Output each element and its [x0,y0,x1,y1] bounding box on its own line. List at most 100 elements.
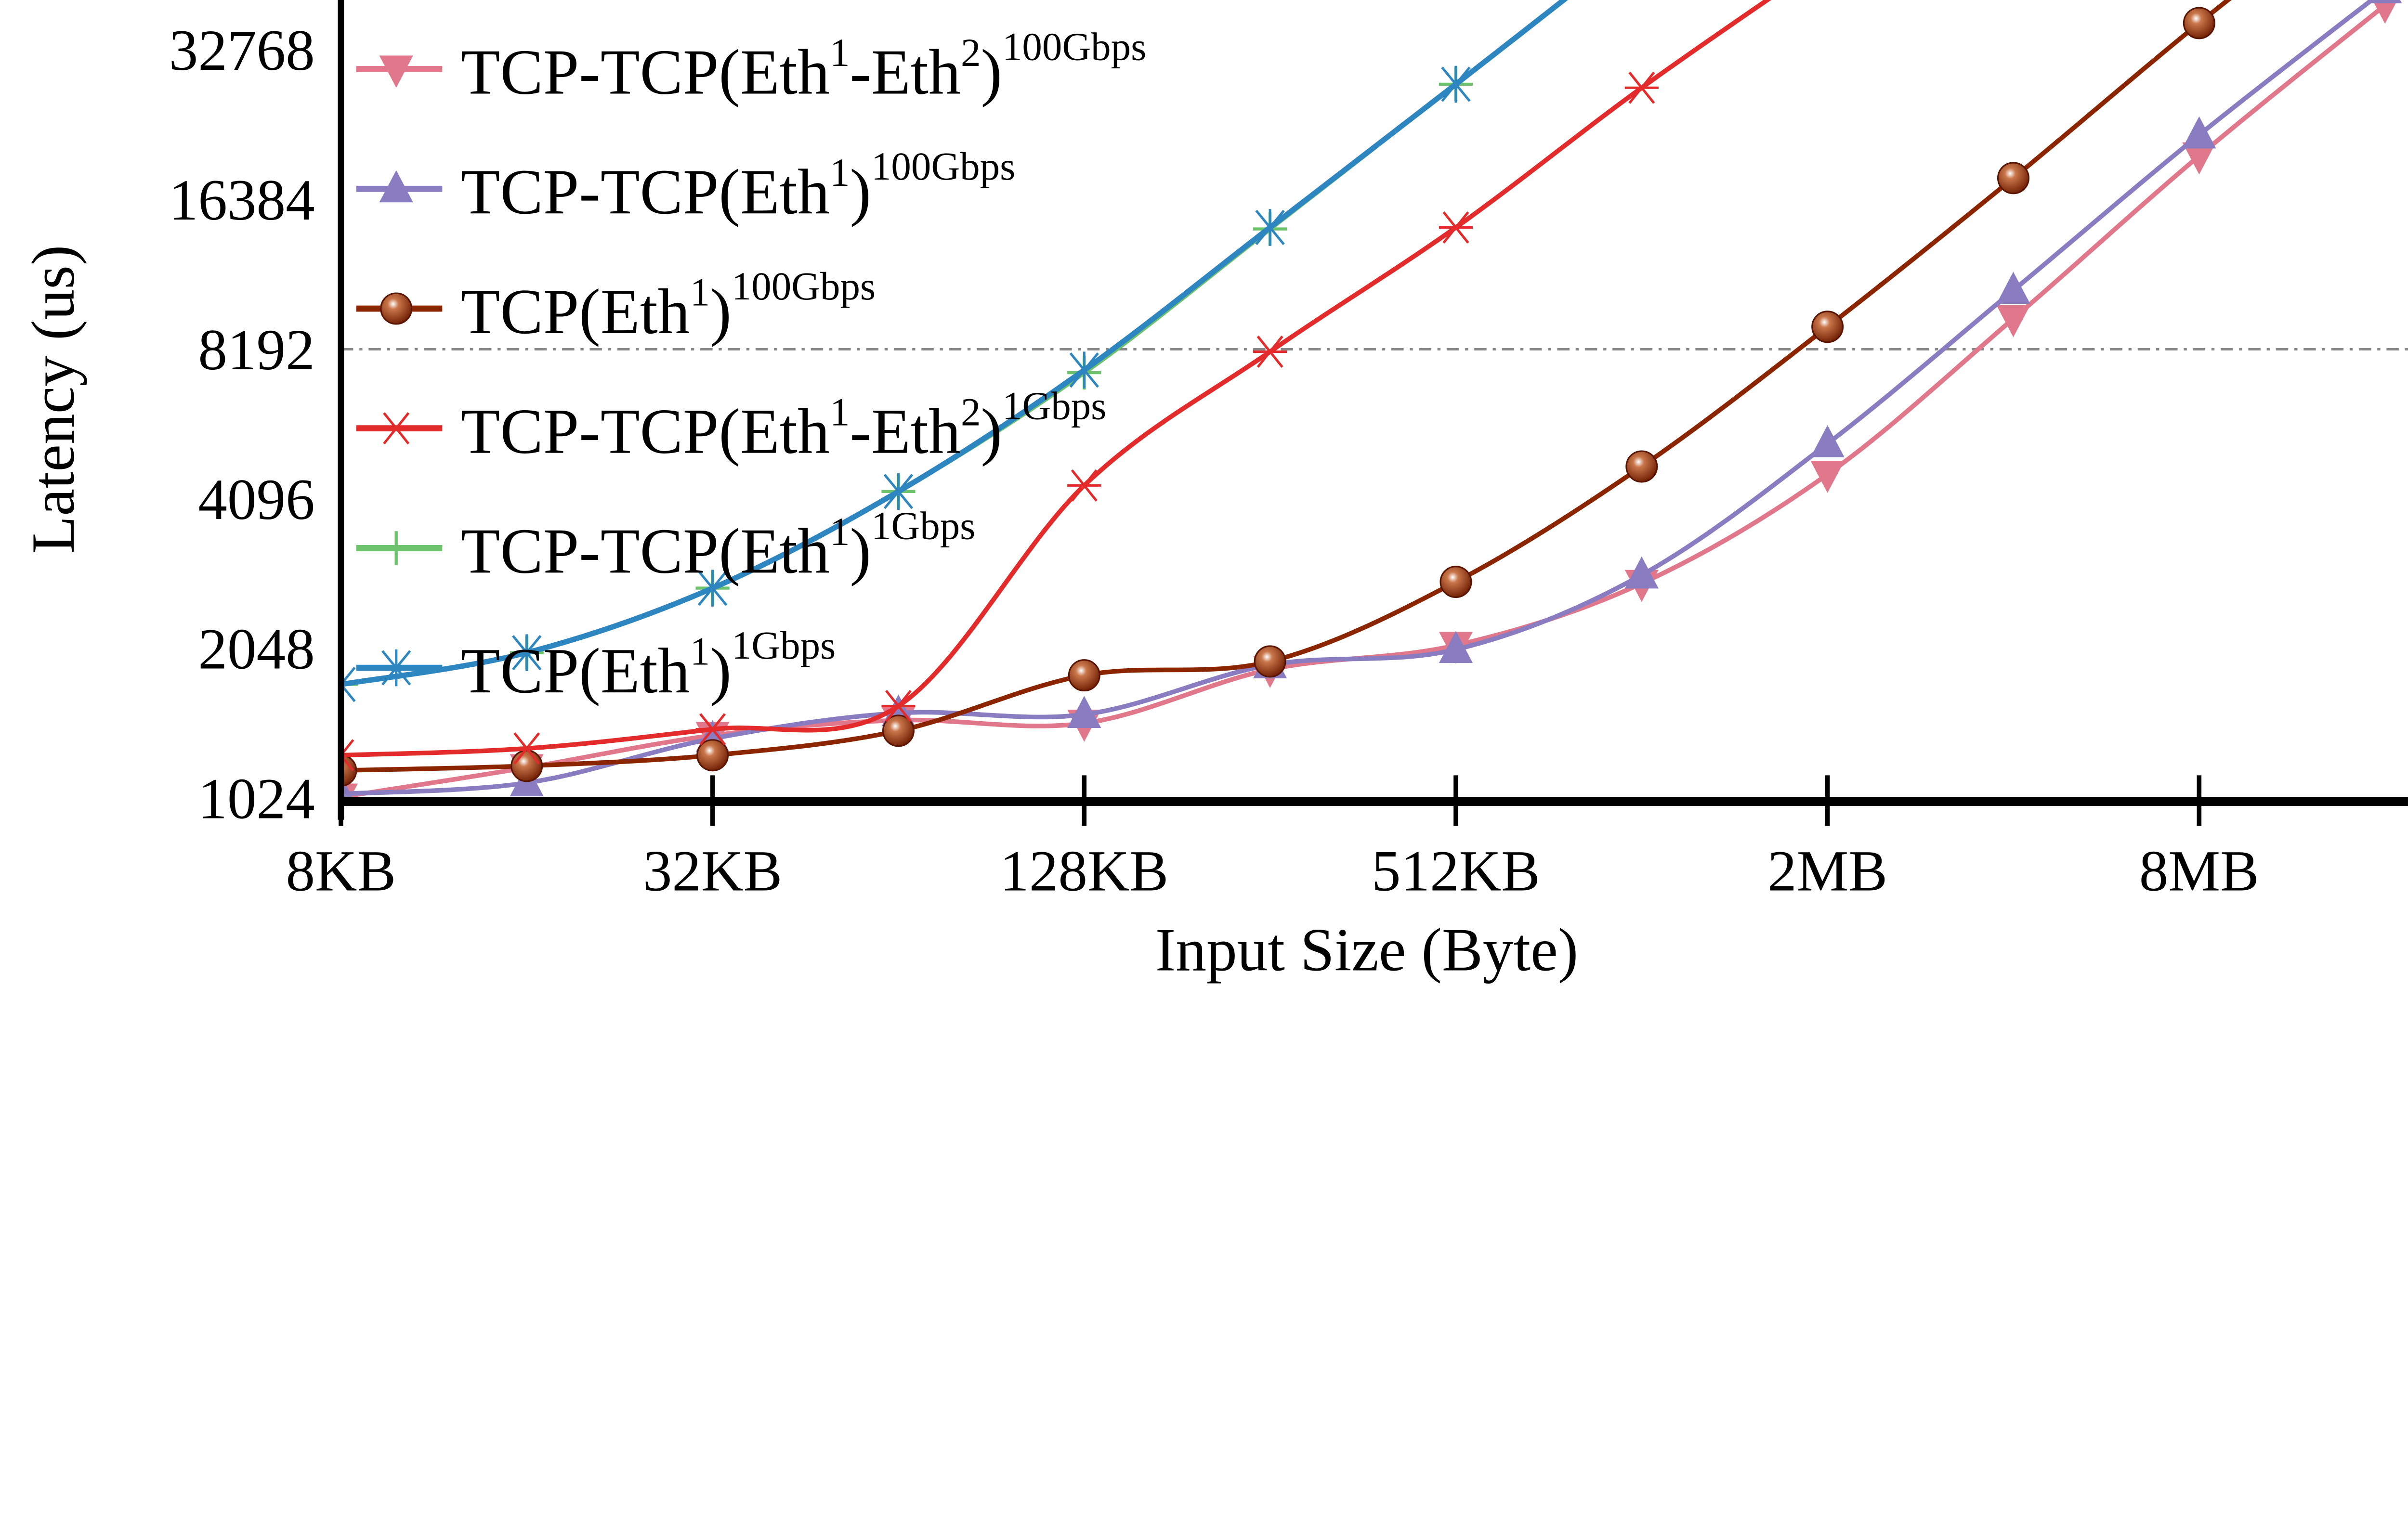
y-tick-label: 32768 [169,18,315,83]
legend-item: TCP(Eth1)100Gbps [356,264,876,347]
asterisk-marker [1253,336,1287,368]
sphere-marker [340,754,357,787]
triangle-down-marker [1996,305,2030,337]
series-tcp-tcp-eth1-eth2-1gbps [340,0,1771,772]
star-marker [340,666,356,703]
x-tick-label: 128KB [1000,839,1168,903]
legend-text: TCP(Eth [461,635,690,706]
legend-text: TCP-TCP(Eth [461,156,830,227]
y-tick-label: 8192 [198,318,314,382]
triangle-down-marker [2182,142,2216,175]
legend-label: TCP(Eth1)100Gbps [461,264,876,347]
asterisk-marker [1067,469,1101,502]
legend-text: -Eth [850,37,961,108]
star-marker [697,570,728,607]
triangle-up-marker [1067,696,1101,728]
asterisk-marker [695,713,730,746]
asterisk-marker [340,739,358,772]
legend-text: ) [710,635,732,706]
series-tcp-eth1-100gbps [340,0,2232,787]
sphere-marker [1440,566,1472,598]
y-tick-label: 1024 [198,767,314,831]
legend-superscript: 100Gbps [1002,24,1146,68]
sphere-marker [1254,645,1286,678]
sphere-marker [2183,7,2215,39]
x-tick-label: 2MB [1767,839,1887,903]
star-marker [883,473,914,510]
plus-marker [379,531,413,565]
series-tcp-eth1-1gbps [340,0,1568,703]
legend-superscript: 1Gbps [871,503,975,547]
sphere-marker [696,739,729,772]
legend-label: TCP(Eth1)1Gbps [461,623,836,706]
legend-text: ) [981,37,1002,108]
legend-superscript: 1 [830,509,850,554]
triangle-down-marker [2372,0,2398,24]
legend-superscript: 100Gbps [871,144,1015,188]
legend-text: ) [981,396,1002,467]
legend-text: TCP(Eth [461,276,690,347]
legend-item: TCP-TCP(Eth1-Eth2)100Gbps [356,24,1147,108]
y-tick-label: 2048 [198,617,314,682]
asterisk-marker [1624,71,1659,104]
legend-text: TCP-TCP(Eth [461,515,830,586]
sphere-marker [1811,311,1844,343]
legend-label: TCP-TCP(Eth1-Eth2)100Gbps [461,24,1147,107]
legend-text: TCP-TCP(Eth [461,37,830,108]
legend-superscript: 1Gbps [732,623,836,667]
sphere-marker [1997,162,2029,195]
legend-text: ) [850,156,871,227]
legend-superscript: 2 [961,389,981,434]
sphere-marker [510,750,543,782]
triangle-up-marker [379,170,413,203]
triangle-up-marker [1624,556,1659,589]
star-marker [1069,351,1099,389]
star-marker [381,649,411,687]
triangle-up-marker [2368,0,2402,3]
y-tick-label: 16384 [169,168,315,233]
legend-superscript: 1 [830,389,850,434]
legend-superscript: 1 [690,629,710,674]
legend-superscript: 1Gbps [1002,384,1106,428]
triangle-up-marker [1996,272,2030,304]
asterisk-marker [881,689,916,722]
triangle-up-marker [340,775,355,802]
triangle-up-marker [1439,631,1473,663]
star-marker [1255,209,1285,246]
legend-item: TCP-TCP(Eth1-Eth2)1Gbps [356,384,1106,467]
x-tick-label: 512KB [1372,839,1540,903]
star-marker [1441,65,1471,103]
legend-superscript: 2 [961,30,981,75]
legend-superscript: 1 [830,30,850,75]
legend-text: -Eth [850,396,961,467]
sphere-marker [882,714,915,747]
legend-superscript: 1 [830,150,850,195]
legend-text: ) [850,515,871,586]
x-tick-label: 8MB [2139,839,2259,903]
series-line [340,0,1568,688]
legend-item: TCP(Eth1)1Gbps [356,623,836,706]
asterisk-marker [1439,211,1473,244]
legend-superscript: 1 [690,270,710,314]
triangle-down-marker [379,55,413,88]
star-marker [512,634,542,671]
legend-text: ) [710,276,732,347]
sphere-marker [1068,659,1100,692]
y-axis-title: Latency (us) [19,245,87,554]
x-tick-label: 32KB [643,839,782,903]
triangle-up-marker [2182,116,2216,149]
latency-chart: 8KB 32KB 128KB 512KB 2MB 8MB 1024 2048 4096 8192 1… [19,0,2408,984]
legend-item: TCP-TCP(Eth1)1Gbps [356,503,976,586]
y-tick-label: 4096 [198,467,314,532]
triangle-up-marker [1810,425,1845,457]
legend-label: TCP-TCP(Eth1)1Gbps [461,503,976,586]
legend: TCP-TCP(Eth1-Eth2)100GbpsTCP-TCP(Eth1)10… [356,24,1147,706]
asterisk-marker [379,412,413,445]
axes: 8KB 32KB 128KB 512KB 2MB 8MB 1024 2048 4096 8192 1… [169,0,2408,903]
x-tick-label: 8KB [286,839,396,903]
x-axis-title: Input Size (Byte) [1155,915,1578,984]
sphere-marker [380,292,413,325]
legend-item: TCP-TCP(Eth1)100Gbps [356,144,1016,227]
sphere-marker [1625,450,1658,483]
legend-label: TCP-TCP(Eth1)100Gbps [461,144,1016,227]
